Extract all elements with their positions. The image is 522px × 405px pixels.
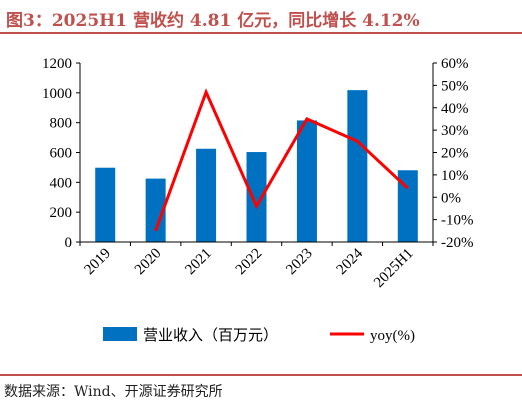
combo-chart: 0 200 400 600 800 1000 1200 -20% -10% 0% 10% 20% 30%… (42, 56, 474, 344)
left-tick-label: 400 (50, 175, 73, 191)
x-tick-label: 2022 (233, 246, 266, 279)
bar-2022 (246, 152, 267, 242)
right-tick-label: 0% (441, 190, 461, 206)
legend: 营业收入（百万元） yoy(%) (103, 327, 415, 344)
right-tick-label: -10% (441, 213, 474, 229)
legend-label-yoy: yoy(%) (370, 328, 415, 344)
legend-swatch-revenue (103, 327, 137, 341)
bar-2025H1 (397, 170, 418, 242)
x-tick-label: 2023 (283, 246, 316, 279)
right-tick-label: 50% (441, 78, 469, 94)
bar-2019 (95, 167, 116, 242)
left-tick-label: 200 (50, 205, 73, 221)
right-tick-label: 30% (441, 123, 469, 139)
title-rule (0, 32, 522, 34)
right-tick-label: 20% (441, 146, 469, 162)
x-tick-label: 2019 (82, 246, 115, 279)
left-tick-label: 1000 (42, 86, 72, 102)
right-tick-label: 60% (441, 56, 469, 72)
left-tick-label: 600 (50, 146, 73, 162)
yoy-line (154, 88, 409, 232)
x-tick-label: 2020 (132, 246, 165, 279)
source-note: 数据来源：Wind、开源证券研究所 (4, 384, 223, 400)
bar-2020 (145, 178, 166, 242)
left-tick-label: 0 (65, 235, 73, 251)
bar-2024 (347, 90, 368, 242)
chart-title: 图3：2025H1 营收约 4.81 亿元，同比增长 4.12% (6, 11, 420, 31)
left-tick-label: 800 (50, 116, 73, 132)
bar-2023 (296, 120, 317, 242)
source-rule (0, 374, 522, 376)
right-tick-label: 10% (441, 168, 469, 184)
bar-2021 (196, 148, 217, 242)
x-tick-label: 2024 (334, 245, 367, 278)
right-tick-label: 40% (441, 101, 469, 117)
left-tick-label: 1200 (42, 56, 72, 72)
x-tick-label: 2025H1 (371, 246, 416, 291)
x-tick-label: 2021 (182, 246, 215, 279)
legend-label-revenue: 营业收入（百万元） (143, 327, 278, 344)
right-tick-label: -20% (441, 235, 474, 251)
